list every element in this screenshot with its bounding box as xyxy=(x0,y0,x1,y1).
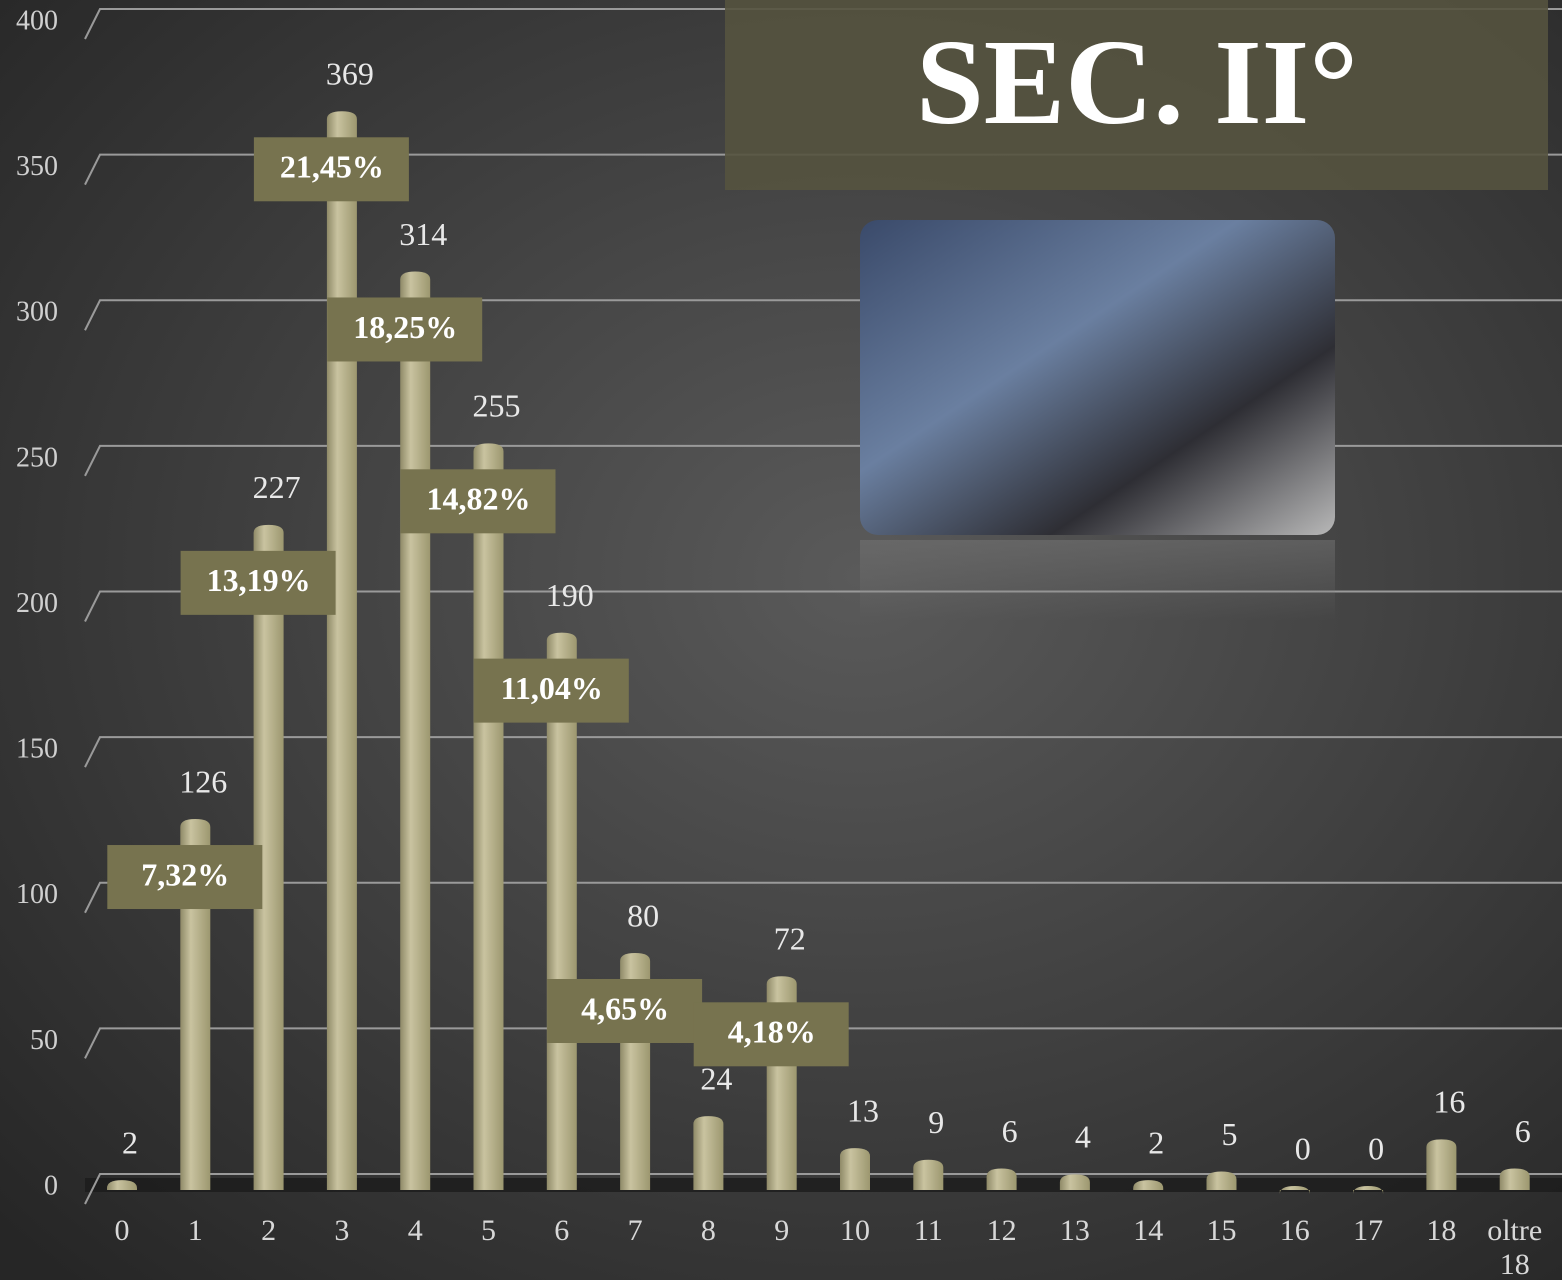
value-label: 255 xyxy=(473,388,521,424)
page: SEC. II° 0501001502002503003504000211267… xyxy=(0,0,1562,1280)
bar xyxy=(913,1160,943,1190)
value-label: 227 xyxy=(253,469,301,505)
value-label: 0 xyxy=(1368,1130,1384,1166)
bar xyxy=(327,111,357,1190)
y-tick-label: 50 xyxy=(30,1025,58,1056)
value-label: 190 xyxy=(546,577,594,613)
y-tick-label: 150 xyxy=(16,734,58,765)
value-label: 72 xyxy=(774,921,806,957)
value-label: 126 xyxy=(179,763,227,799)
percent-label: 7,32% xyxy=(141,856,229,892)
photo-reflection xyxy=(860,540,1335,620)
photo xyxy=(860,220,1335,535)
y-tick-label: 300 xyxy=(16,297,58,328)
value-label: 6 xyxy=(1515,1113,1531,1149)
y-tick-label: 200 xyxy=(16,588,58,619)
bar xyxy=(474,443,504,1190)
y-tick-label: 100 xyxy=(16,879,58,910)
floor xyxy=(85,1178,1562,1192)
value-label: 6 xyxy=(1002,1113,1018,1149)
bar xyxy=(1500,1169,1530,1190)
y-tick-label: 250 xyxy=(16,442,58,473)
bar xyxy=(1426,1139,1456,1190)
y-tick-label: 350 xyxy=(16,151,58,182)
y-tick-label: 400 xyxy=(16,5,58,36)
value-label: 4 xyxy=(1075,1119,1091,1155)
value-label: 314 xyxy=(399,216,447,252)
percent-label: 4,18% xyxy=(728,1014,816,1050)
value-label: 16 xyxy=(1433,1084,1465,1120)
y-tick-label: 0 xyxy=(44,1170,58,1201)
x-tick-label: oltre 18 xyxy=(1470,1214,1560,1280)
value-label: 13 xyxy=(847,1092,879,1128)
value-label: 2 xyxy=(122,1125,138,1161)
value-label: 0 xyxy=(1295,1130,1311,1166)
percent-label: 18,25% xyxy=(353,309,457,345)
percent-label: 4,65% xyxy=(581,990,669,1026)
value-label: 5 xyxy=(1222,1116,1238,1152)
percent-label: 11,04% xyxy=(501,670,603,706)
percent-label: 13,19% xyxy=(207,562,311,598)
x-tick-label-box: oltre 18 xyxy=(1470,1214,1560,1280)
bar xyxy=(840,1148,870,1190)
percent-label: 14,82% xyxy=(427,481,531,517)
chart-title: SEC. II° xyxy=(916,15,1358,150)
value-label: 2 xyxy=(1148,1125,1164,1161)
chart: SEC. II° 0501001502002503003504000211267… xyxy=(0,0,1562,1280)
value-label: 9 xyxy=(928,1104,944,1140)
value-label: 80 xyxy=(627,897,659,933)
bar xyxy=(987,1169,1017,1190)
percent-label: 21,45% xyxy=(280,149,384,185)
bar xyxy=(1207,1171,1237,1190)
bar xyxy=(693,1116,723,1190)
bar xyxy=(1060,1174,1090,1190)
bar xyxy=(400,271,430,1190)
value-label: 369 xyxy=(326,56,374,92)
